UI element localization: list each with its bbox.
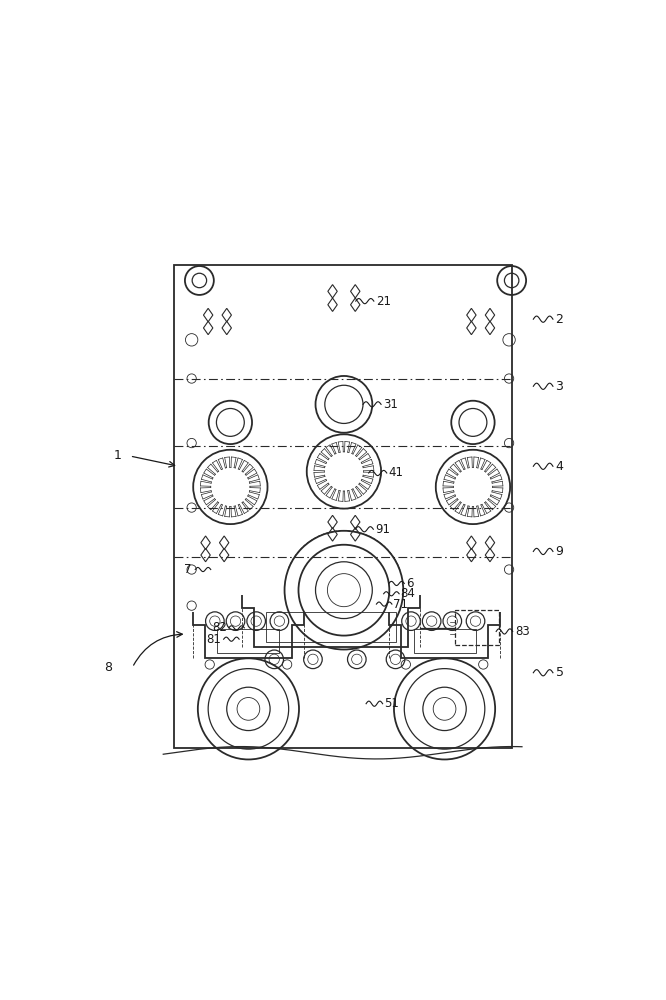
Text: 84: 84 xyxy=(401,587,416,600)
Bar xyxy=(217,629,280,653)
Text: 2: 2 xyxy=(555,313,563,326)
Text: 91: 91 xyxy=(376,523,390,536)
Text: 4: 4 xyxy=(555,460,563,473)
Text: 7: 7 xyxy=(184,563,192,576)
Text: 1: 1 xyxy=(114,449,122,462)
Text: 41: 41 xyxy=(389,466,404,479)
Bar xyxy=(174,265,511,748)
Text: 3: 3 xyxy=(555,380,563,393)
Text: 82: 82 xyxy=(212,621,226,634)
Text: 51: 51 xyxy=(384,697,399,710)
Bar xyxy=(266,612,396,642)
Text: 6: 6 xyxy=(406,577,414,590)
Text: 8: 8 xyxy=(104,661,112,674)
Text: 5: 5 xyxy=(555,666,563,679)
Text: 9: 9 xyxy=(555,545,563,558)
Text: 83: 83 xyxy=(515,625,529,638)
Bar xyxy=(455,610,499,645)
Text: 21: 21 xyxy=(376,295,391,308)
Text: 81: 81 xyxy=(206,633,222,646)
Text: 71: 71 xyxy=(393,598,408,611)
Text: 31: 31 xyxy=(384,398,398,411)
Bar xyxy=(414,629,476,653)
